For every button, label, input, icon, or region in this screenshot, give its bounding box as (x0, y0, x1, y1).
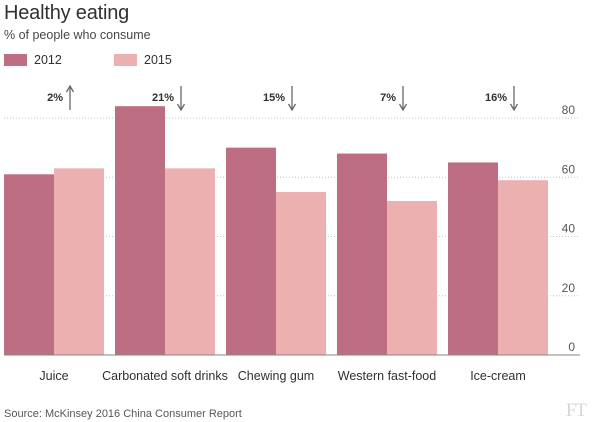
legend-swatch-2012 (4, 54, 27, 66)
down-arrow-icon (509, 103, 519, 112)
x-tick-label: Carbonated soft drinks (102, 369, 228, 383)
change-label: 7% (380, 92, 396, 104)
change-label: 21% (152, 92, 174, 104)
x-tick-label: Ice-cream (470, 369, 526, 383)
legend-item-2012: 2012 (4, 53, 62, 67)
bar-2012 (448, 162, 498, 355)
ft-logo: FT (565, 400, 587, 421)
bar-2012 (337, 153, 387, 355)
x-tick-label: Juice (39, 369, 68, 383)
bar-2012 (115, 106, 165, 356)
y-tick-label: 80 (562, 103, 576, 117)
y-tick-label: 40 (562, 222, 576, 236)
up-arrow-icon (65, 84, 75, 93)
chart-subtitle: % of people who consume (4, 28, 151, 42)
legend-label-2015: 2015 (144, 53, 172, 67)
bar-2015 (276, 192, 326, 355)
bar-2015 (54, 168, 104, 355)
x-tick-label: Chewing gum (238, 369, 314, 383)
source-note: Source: McKinsey 2016 China Consumer Rep… (4, 408, 242, 420)
bar-2015 (498, 180, 548, 355)
change-label: 16% (485, 92, 507, 104)
bar-2015 (387, 200, 437, 355)
change-label: 15% (263, 92, 285, 104)
bar-2012 (226, 147, 276, 355)
down-arrow-icon (176, 103, 186, 112)
legend-label-2012: 2012 (34, 53, 62, 67)
x-tick-label: Western fast-food (338, 369, 436, 383)
legend-swatch-2015 (114, 54, 137, 66)
bar-2012 (4, 174, 54, 355)
y-tick-label: 60 (562, 162, 576, 176)
bar-2015 (165, 168, 215, 355)
legend-item-2015: 2015 (114, 53, 172, 67)
y-tick-label: 20 (562, 281, 576, 295)
down-arrow-icon (287, 103, 297, 112)
chart-title: Healthy eating (4, 2, 130, 24)
down-arrow-icon (398, 103, 408, 112)
y-tick-label: 0 (568, 340, 575, 354)
change-label: 2% (47, 92, 63, 104)
